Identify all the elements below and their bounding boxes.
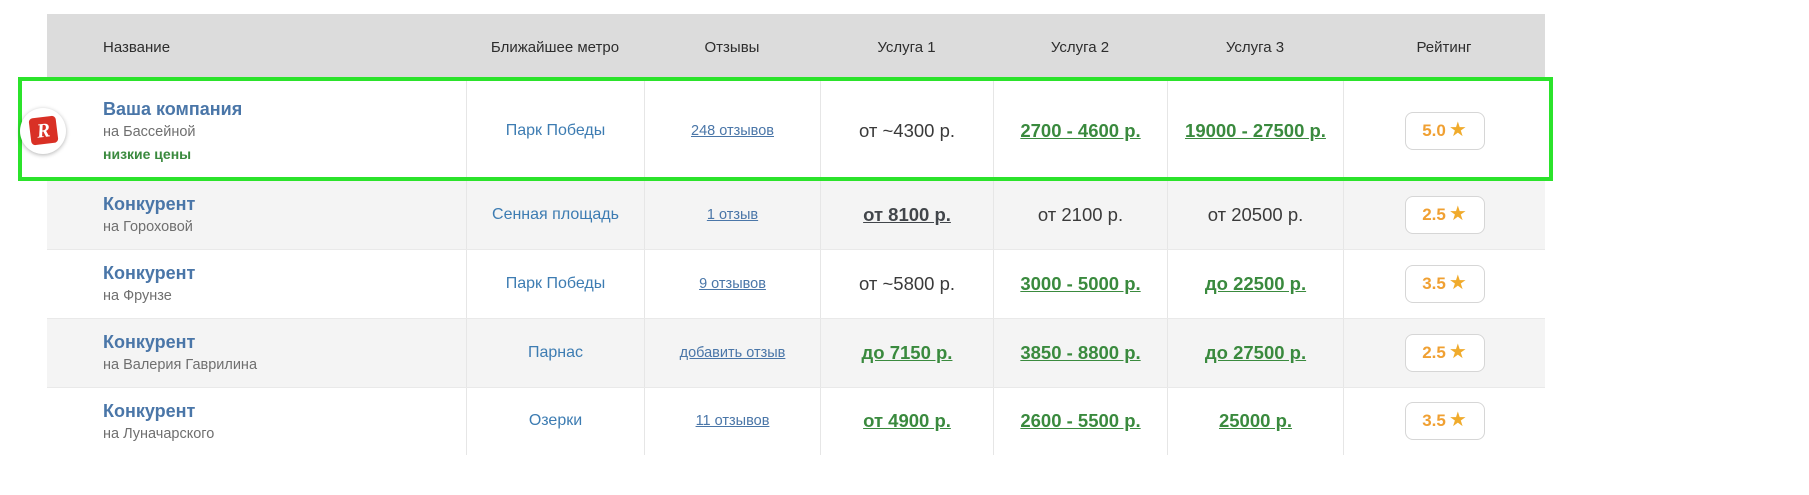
metro-link[interactable]: Озерки (528, 412, 583, 430)
header-reviews: Отзывы (704, 38, 760, 56)
service1-price-link[interactable]: от 8100 р. (863, 203, 951, 225)
reviews-link[interactable]: 11 отзывов (695, 413, 770, 430)
company-name-link[interactable]: Конкурент (103, 262, 196, 283)
company-logo-letter: R (27, 115, 59, 146)
star-icon: ★ (1448, 271, 1467, 294)
service3-price-link[interactable]: до 27500 р. (1204, 341, 1307, 363)
company-address: на Гороховой (103, 219, 193, 236)
header-service1: Услуга 1 (877, 38, 936, 56)
comparison-table: Название Ближайшее метро Отзывы Услуга 1… (18, 14, 1553, 456)
company-name-link[interactable]: Конкурент (103, 331, 196, 352)
table-header-row: Название Ближайшее метро Отзывы Услуга 1… (47, 14, 1545, 80)
rating-badge: 2.5 ★ (1404, 195, 1485, 234)
add-review-link[interactable]: добавить отзыв (679, 344, 786, 361)
rating-value: 5.0 (1422, 120, 1446, 140)
service3-price-link[interactable]: 19000 - 27500 р. (1185, 119, 1326, 141)
metro-link[interactable]: Парнас (527, 343, 584, 361)
company-logo-icon: R (20, 107, 66, 154)
company-address: на Бассейной (103, 124, 196, 141)
rating-badge: 2.5 ★ (1404, 333, 1485, 372)
company-address: на Луначарского (103, 425, 215, 442)
header-service2: Услуга 2 (1050, 38, 1110, 56)
rating-value: 3.5 (1422, 411, 1446, 431)
metro-link[interactable]: Сенная площадь (492, 205, 619, 223)
reviews-link[interactable]: 9 отзывов (699, 275, 766, 292)
table-row-competitor-1: Конкурент на Гороховой Сенная площадь 1 … (47, 180, 1545, 249)
rating-badge: 3.5 ★ (1404, 402, 1485, 441)
service1-price: от ~5800 р. (858, 272, 956, 294)
table-row-competitor-3: Конкурент на Валерия Гаврилина Парнас до… (47, 317, 1545, 387)
header-service3: Услуга 3 (1225, 38, 1285, 56)
star-icon: ★ (1448, 409, 1467, 432)
reviews-link[interactable]: 248 отзывов (691, 122, 774, 139)
service2-price-link[interactable]: 3850 - 8800 р. (1020, 341, 1141, 363)
metro-link[interactable]: Парк Победы (505, 274, 606, 292)
service2-price-link[interactable]: 3000 - 5000 р. (1020, 272, 1141, 294)
rating-badge: 3.5 ★ (1404, 264, 1485, 303)
header-name: Название (103, 38, 171, 56)
table-row-your-company: R Ваша компания на Бассейной низкие цены… (20, 80, 1545, 180)
company-name-link[interactable]: Ваша компания (103, 99, 243, 120)
table-row-competitor-2: Конкурент на Фрунзе Парк Победы 9 отзыво… (47, 248, 1545, 318)
company-address: на Фрунзе (103, 287, 172, 304)
table-row-competitor-4: Конкурент на Луначарского Озерки 11 отзы… (47, 386, 1545, 456)
company-tagline: низкие цены (103, 145, 192, 162)
rating-badge: 5.0 ★ (1404, 111, 1485, 150)
star-icon: ★ (1448, 340, 1467, 363)
rating-value: 3.5 (1422, 273, 1446, 293)
reviews-link[interactable]: 1 отзыв (706, 206, 759, 223)
header-metro: Ближайшее метро (490, 38, 620, 56)
star-icon: ★ (1448, 118, 1467, 141)
service3-price-link[interactable]: до 22500 р. (1204, 272, 1307, 294)
company-name-link[interactable]: Конкурент (103, 400, 196, 421)
company-address: на Валерия Гаврилина (103, 356, 258, 373)
service3-price-link[interactable]: 25000 р. (1218, 410, 1293, 432)
service2-price-link[interactable]: 2700 - 4600 р. (1020, 119, 1141, 141)
header-rating: Рейтинг (1416, 38, 1472, 56)
service2-price-link[interactable]: 2600 - 5500 р. (1020, 410, 1141, 432)
service2-price: от 2100 р. (1037, 203, 1124, 225)
service1-price-link[interactable]: до 7150 р. (861, 341, 953, 363)
star-icon: ★ (1448, 202, 1467, 225)
service1-price-link[interactable]: от 4900 р. (863, 410, 951, 432)
service1-price: от ~4300 р. (858, 119, 956, 141)
rating-value: 2.5 (1422, 204, 1446, 224)
service3-price: от 20500 р. (1207, 203, 1304, 225)
rating-value: 2.5 (1422, 342, 1446, 362)
company-name-link[interactable]: Конкурент (103, 194, 196, 214)
metro-link[interactable]: Парк Победы (505, 121, 606, 139)
